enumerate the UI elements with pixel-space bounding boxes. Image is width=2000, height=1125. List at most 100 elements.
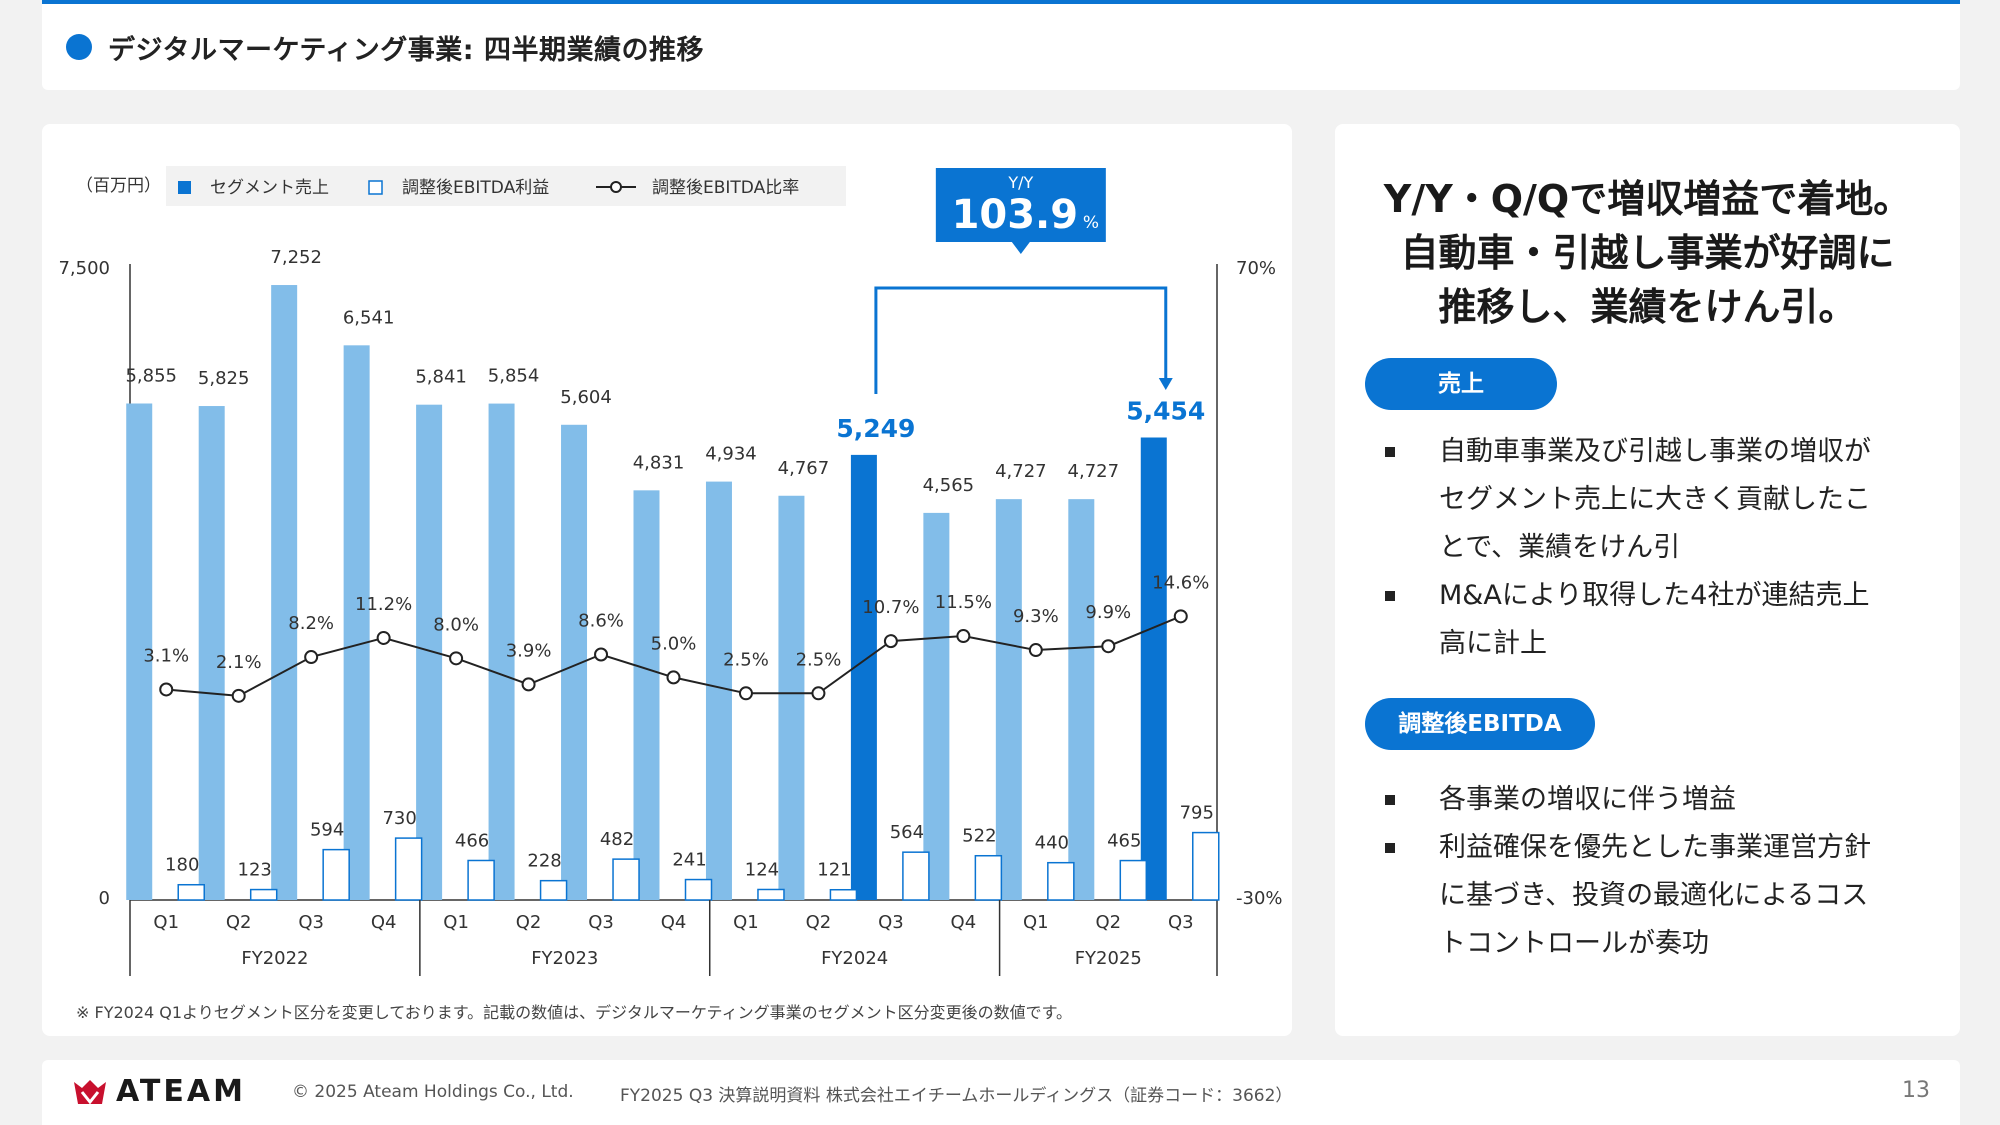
bullet-square-icon bbox=[1385, 447, 1395, 457]
sales-value-label: 4,934 bbox=[705, 444, 757, 465]
ebitda-ratio-point bbox=[883, 634, 898, 649]
ebitda-section-pill: 調整後EBITDA bbox=[1365, 698, 1595, 750]
ebitda-ratio-point bbox=[159, 682, 174, 697]
ebitda-value-label: 594 bbox=[310, 820, 344, 841]
ebitda-ratio-label: 10.7% bbox=[862, 597, 919, 618]
sales-value-label: 4,767 bbox=[778, 458, 830, 479]
list-item: 各事業の増収に伴う増益 bbox=[1379, 776, 1939, 824]
headline-line: 自動車・引越し事業が好調に bbox=[1400, 231, 1895, 275]
ebitda-ratio-label: 8.2% bbox=[288, 613, 334, 634]
sales-value-label: 6,541 bbox=[343, 307, 395, 328]
sales-value-label: 5,454 bbox=[1126, 397, 1205, 426]
ebitda-value-label: 241 bbox=[672, 850, 706, 871]
ebitda-value-label: 124 bbox=[745, 859, 779, 880]
x-tick-label: Q2 bbox=[516, 912, 542, 933]
y-right-tick-label: -30% bbox=[1236, 888, 1283, 909]
ebitda-ratio-label: 8.6% bbox=[578, 611, 624, 632]
bullet-line: セグメント売上に大きく貢献したこ bbox=[1439, 484, 1871, 515]
sales-value-label: 5,604 bbox=[560, 387, 612, 408]
sales-bar bbox=[995, 499, 1022, 900]
ebitda-bar bbox=[467, 859, 495, 901]
x-tick-label: Q1 bbox=[733, 912, 759, 933]
ebitda-value-label: 228 bbox=[527, 851, 561, 872]
sales-value-label: 4,727 bbox=[1068, 461, 1120, 482]
ebitda-bar bbox=[539, 879, 568, 901]
summary-panel: Y/Y・Q/Qで増収増益で着地。 自動車・引越し事業が好調に 推移し、業績をけん… bbox=[1335, 124, 1960, 1036]
ebitda-ratio-point bbox=[449, 651, 464, 666]
bullet-line: 各事業の増収に伴う増益 bbox=[1439, 784, 1736, 815]
bullet-square-icon bbox=[1385, 795, 1395, 805]
y-right-tick-label: 70% bbox=[1236, 258, 1276, 279]
ebitda-ratio-label: 14.6% bbox=[1152, 572, 1209, 593]
ebitda-ratio-label: 2.5% bbox=[723, 649, 769, 670]
ebitda-bar bbox=[394, 837, 423, 901]
ebitda-bar bbox=[902, 851, 930, 901]
ebitda-ratio-label: 5.0% bbox=[651, 633, 697, 654]
ebitda-value-label: 730 bbox=[382, 808, 416, 829]
ebitda-value-label: 121 bbox=[817, 860, 851, 881]
ebitda-bar bbox=[249, 888, 278, 901]
ebitda-ratio-point bbox=[956, 629, 971, 644]
sales-value-label: 4,831 bbox=[633, 452, 685, 473]
ebitda-value-label: 482 bbox=[600, 829, 634, 850]
ebitda-ratio-label: 3.9% bbox=[506, 640, 552, 661]
ebitda-ratio-label: 11.5% bbox=[935, 592, 992, 613]
headline-line: 推移し、業績をけん引。 bbox=[1438, 285, 1857, 329]
ebitda-value-label: 465 bbox=[1107, 831, 1141, 852]
x-tick-label: Q3 bbox=[298, 912, 324, 933]
yoy-callout-pointer bbox=[1011, 242, 1030, 254]
ebitda-bar bbox=[974, 854, 1003, 901]
ebitda-bar bbox=[1047, 861, 1075, 901]
yoy-callout-box bbox=[935, 168, 1106, 242]
x-tick-label: Q3 bbox=[588, 912, 614, 933]
legend-ratio-marker bbox=[610, 181, 622, 193]
ebitda-ratio-label: 2.5% bbox=[796, 649, 842, 670]
x-tick-label: Q2 bbox=[226, 912, 252, 933]
legend-sales-swatch bbox=[178, 181, 191, 194]
ebitda-bar bbox=[1119, 859, 1148, 901]
sales-bar bbox=[633, 490, 660, 900]
ebitda-bar bbox=[829, 888, 858, 901]
x-tick-label: Q4 bbox=[371, 912, 397, 933]
sales-bar bbox=[778, 495, 805, 900]
document-title: FY2025 Q3 決算説明資料 株式会社エイチームホールディングス（証券コード… bbox=[620, 1086, 1293, 1106]
ebitda-ratio-point bbox=[521, 677, 536, 692]
bullet-square-icon bbox=[1385, 591, 1395, 601]
title-bullet-icon bbox=[66, 34, 92, 60]
ebitda-ratio-label: 11.2% bbox=[355, 594, 412, 615]
ebitda-ratio-point bbox=[376, 630, 391, 645]
ebitda-value-label: 123 bbox=[238, 860, 272, 881]
fy-label: FY2023 bbox=[531, 948, 598, 969]
x-tick-label: Q2 bbox=[1095, 912, 1121, 933]
ebitda-bullets: 各事業の増収に伴う増益 利益確保を優先とした事業運営方針 に基づき、投資の最適化… bbox=[1379, 776, 1939, 968]
sales-bar bbox=[705, 481, 732, 900]
ebitda-bar bbox=[684, 878, 713, 901]
legend-ebitda-swatch bbox=[368, 180, 383, 195]
sales-value-label: 5,825 bbox=[198, 368, 250, 389]
sales-value-label: 5,841 bbox=[415, 367, 467, 388]
ebitda-bar bbox=[1192, 831, 1220, 901]
ebitda-bar bbox=[177, 883, 205, 901]
ebitda-bar bbox=[757, 888, 785, 901]
list-item: 利益確保を優先とした事業運営方針 に基づき、投資の最適化によるコス トコントロー… bbox=[1379, 824, 1939, 968]
chart-footnote: ※ FY2024 Q1よりセグメント区分を変更しております。記載の数値は、デジタ… bbox=[76, 1003, 1072, 1022]
summary-headline: Y/Y・Q/Qで増収増益で着地。 自動車・引越し事業が好調に 推移し、業績をけん… bbox=[1335, 172, 1960, 334]
fy-label: FY2022 bbox=[241, 948, 308, 969]
unit-label: （百万円） bbox=[76, 176, 161, 196]
footer: ATEAM © 2025 Ateam Holdings Co., Ltd. FY… bbox=[42, 1060, 1960, 1125]
ateam-logo-icon bbox=[74, 1080, 106, 1105]
x-tick-label: Q1 bbox=[443, 912, 469, 933]
bullet-line: M&Aにより取得した4社が連結売上 bbox=[1439, 580, 1870, 611]
ebitda-value-label: 440 bbox=[1035, 833, 1069, 854]
page-title: デジタルマーケティング事業: 四半期業績の推移 bbox=[108, 35, 704, 66]
ateam-logo-text: ATEAM bbox=[116, 1074, 246, 1109]
y-left-tick-label: 0 bbox=[99, 888, 110, 909]
sales-bar bbox=[198, 406, 225, 900]
x-tick-label: Q1 bbox=[1023, 912, 1049, 933]
ebitda-ratio-point bbox=[738, 686, 753, 701]
fy-label: FY2024 bbox=[821, 948, 888, 969]
sales-bar bbox=[1140, 437, 1167, 900]
ebitda-ratio-point bbox=[304, 650, 319, 665]
yoy-callout-value: 103.9 bbox=[952, 192, 1079, 238]
ebitda-ratio-label: 8.0% bbox=[433, 614, 479, 635]
